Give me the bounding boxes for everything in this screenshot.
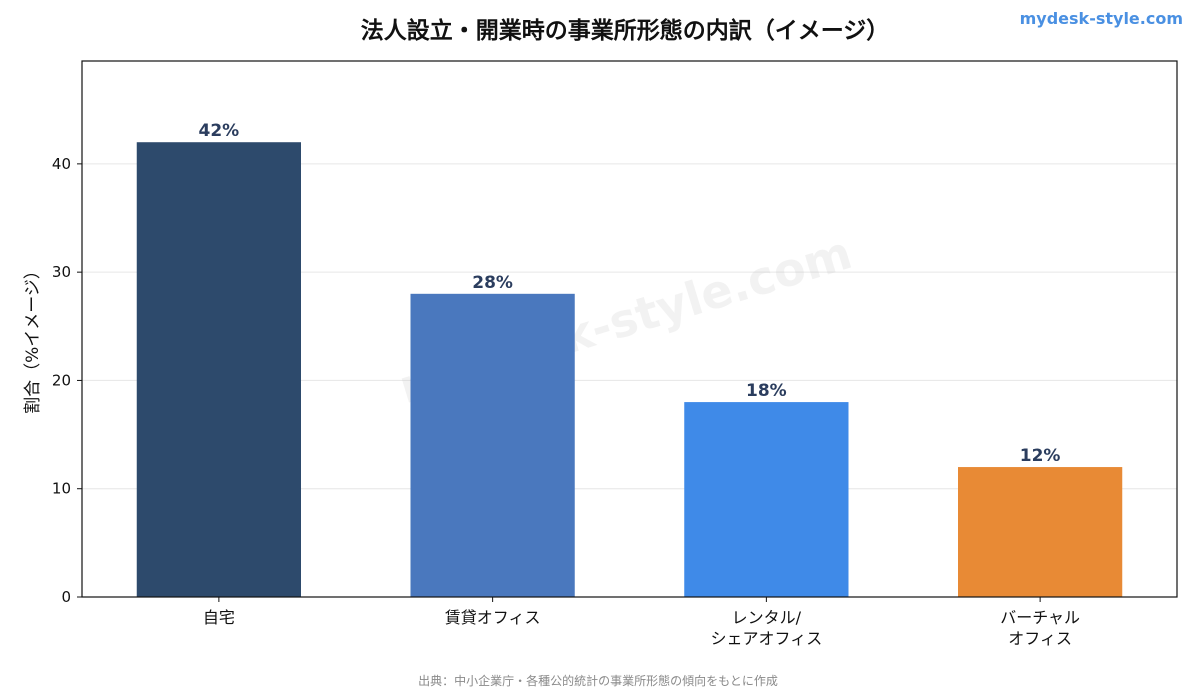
- y-tick-label: 20: [52, 371, 71, 389]
- chart-title: 法人設立・開業時の事業所形態の内訳（イメージ）: [361, 17, 890, 44]
- bars: [136, 142, 1123, 597]
- y-axis-label: 割合（%イメージ）: [23, 262, 43, 414]
- bar: [684, 402, 849, 597]
- y-tick-label: 30: [52, 263, 71, 281]
- category-label: オフィス: [1008, 629, 1072, 648]
- data-label: 28%: [472, 273, 513, 293]
- bar: [410, 293, 575, 597]
- y-tick-label: 0: [61, 588, 71, 606]
- category-label: 自宅: [203, 608, 235, 627]
- data-labels: 42% 28% 18% 12%: [199, 121, 1061, 466]
- category-label: レンタル/: [732, 608, 802, 627]
- category-label: 賃貸オフィス: [445, 608, 541, 627]
- source-note: 出典：中小企業庁・各種公的統計の事業所形態の傾向をもとに作成: [418, 673, 778, 688]
- brand-label: mydesk-style.com: [1020, 9, 1183, 28]
- category-label: バーチャル: [1000, 608, 1080, 627]
- y-tick-label: 10: [52, 480, 71, 498]
- bar: [958, 467, 1123, 597]
- data-label: 18%: [746, 381, 787, 401]
- plot-frame: [81, 60, 1178, 598]
- category-label: シェアオフィス: [711, 629, 823, 648]
- data-label: 42%: [199, 121, 240, 141]
- bar: [136, 142, 301, 597]
- y-tick-label: 40: [52, 155, 71, 173]
- y-axis-ticks: 0 10 20 30 40: [52, 155, 82, 606]
- data-label: 12%: [1020, 446, 1061, 466]
